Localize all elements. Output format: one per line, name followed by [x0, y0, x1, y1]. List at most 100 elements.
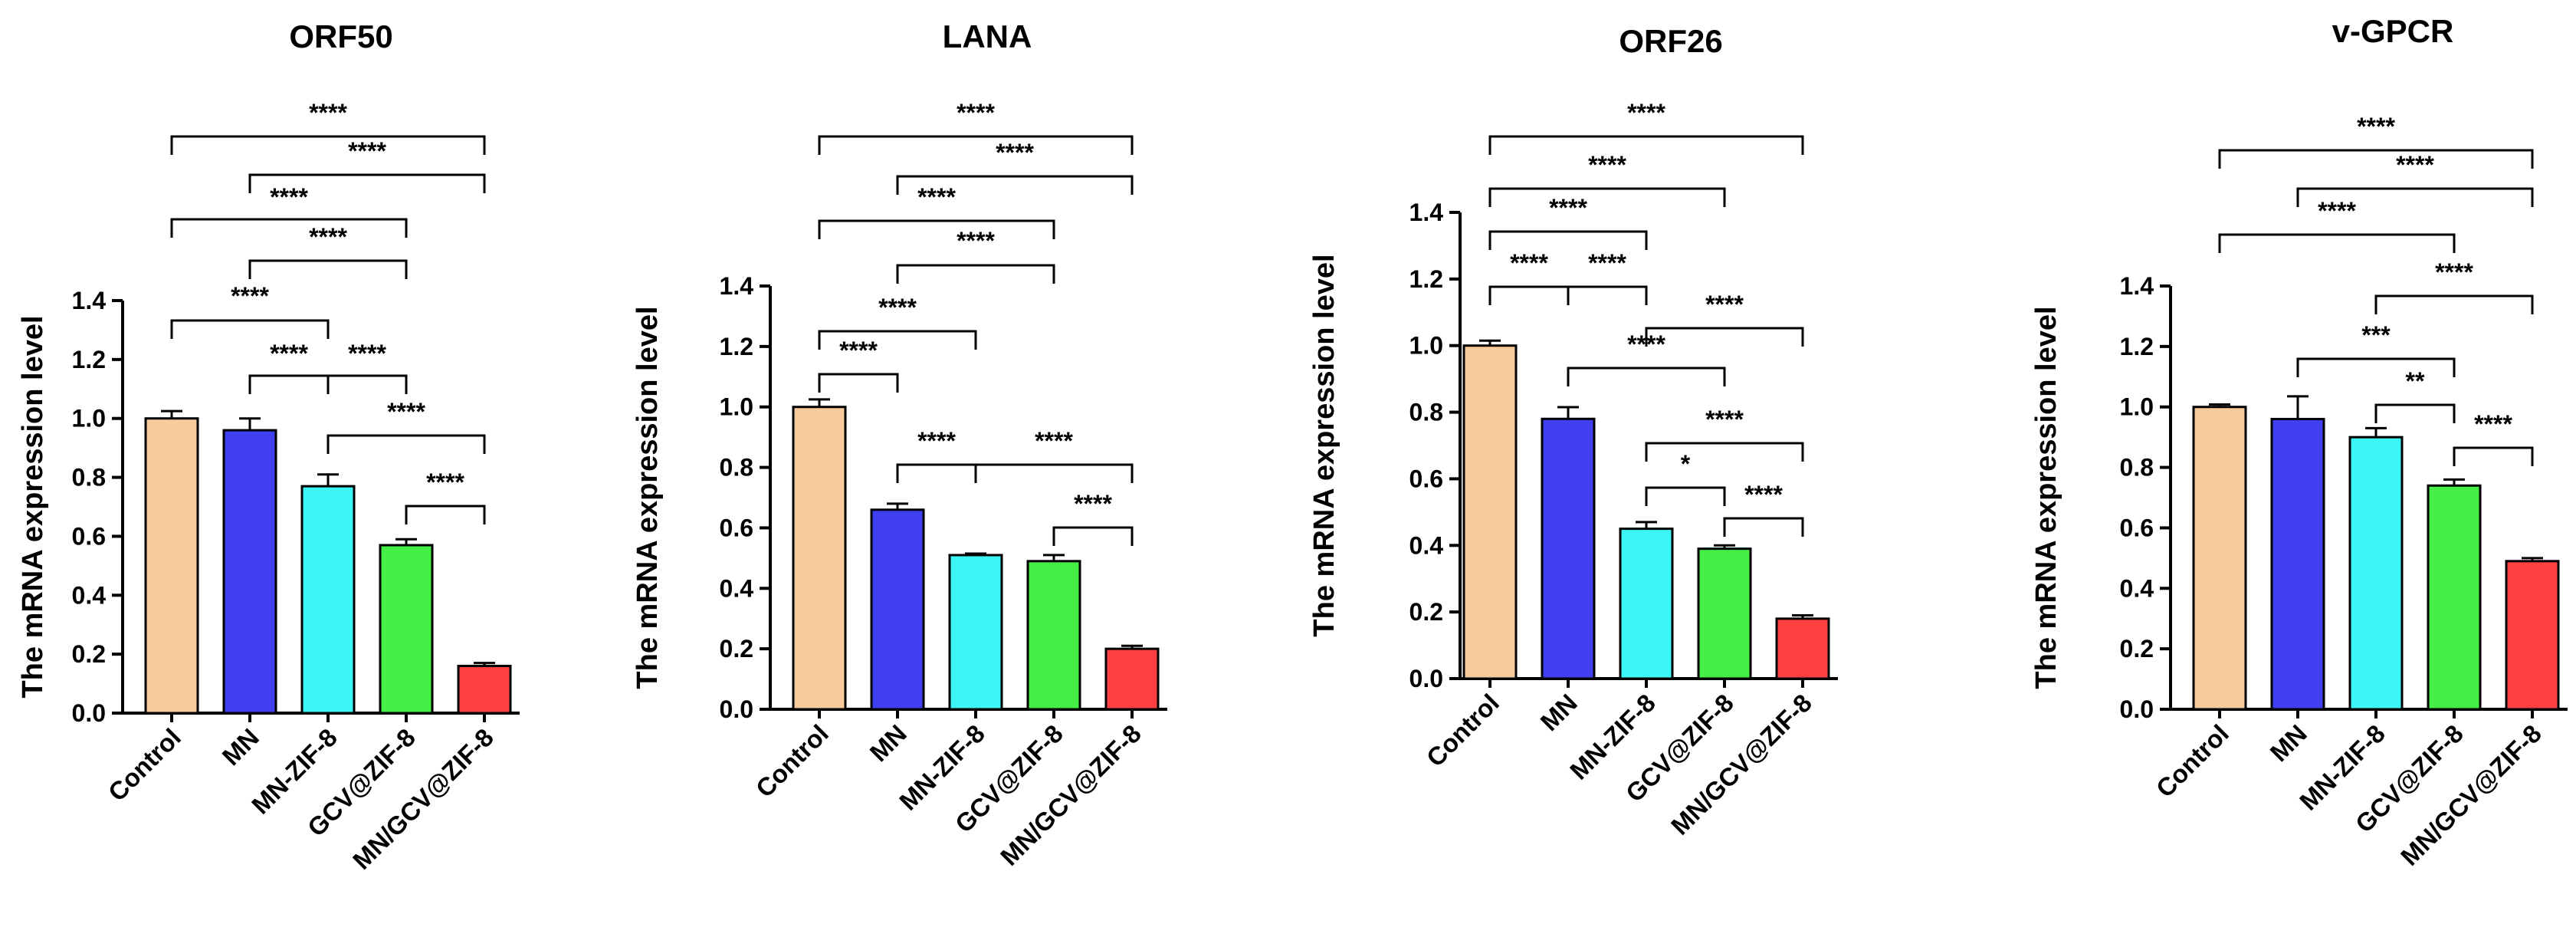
bar-mn-zif-8	[1619, 528, 1674, 680]
bar-control	[792, 406, 847, 711]
y-tick-label: 0.6	[72, 522, 106, 550]
significance-label: ****	[1549, 194, 1587, 222]
significance-bracket	[818, 219, 1055, 239]
chart-title: LANA	[943, 18, 1032, 54]
x-tick-label: MN/GCV@ZIF-8	[347, 723, 499, 875]
significance-bracket	[170, 218, 408, 238]
x-tick-label: MN/GCV@ZIF-8	[995, 719, 1147, 871]
y-tick-label: 0.4	[2120, 574, 2154, 602]
significance-label: ****	[957, 227, 995, 255]
bar-mn-zif-8	[948, 554, 1003, 711]
bar-mn-gcv-zif-8	[457, 665, 512, 715]
significance-bracket	[818, 373, 899, 393]
significance-label: ****	[2435, 258, 2473, 286]
y-tick-label: 0.2	[1409, 598, 1443, 626]
chart-panel-v-gpcr: v-GPCR The mRNA expression level 0.0 0.2 0.4…	[2030, 13, 2568, 871]
significance-label: ****	[1705, 291, 1744, 318]
significance-label: ****	[917, 183, 956, 211]
x-tick-label: MN	[216, 723, 264, 771]
y-tick-label: 1.0	[72, 405, 106, 432]
significance-label: ****	[878, 294, 917, 321]
chart-title: ORF50	[289, 18, 392, 54]
significance-bracket	[1645, 442, 1804, 462]
significance-bracket	[2374, 403, 2456, 423]
y-tick-label: 0.4	[720, 574, 754, 602]
significance-label: ****	[270, 183, 308, 211]
y-tick-label: 0.6	[1409, 465, 1443, 492]
y-tick-label: 1.2	[2120, 333, 2154, 360]
significance-label: ****	[309, 99, 347, 127]
significance-label: ****	[1705, 406, 1744, 433]
y-tick-label: 0.0	[2120, 695, 2154, 723]
significance-bracket	[2453, 446, 2534, 466]
significance-bracket	[1645, 486, 1726, 506]
significance-bracket	[1488, 230, 1648, 250]
bar-gcv-zif-8	[1026, 560, 1081, 711]
y-tick-label: 1.4	[2120, 272, 2154, 300]
bar-gcv-zif-8	[2427, 484, 2482, 711]
significance-label: ****	[348, 340, 386, 367]
x-tick-label: MN	[2264, 719, 2312, 767]
y-tick-label: 0.0	[1409, 665, 1443, 692]
bar-mn-gcv-zif-8	[1775, 617, 1830, 680]
significance-bracket	[327, 374, 408, 394]
y-tick-label: 0.4	[1409, 531, 1444, 559]
significance-bracket	[1567, 285, 1648, 305]
y-axis-label: The mRNA expression level	[2030, 306, 2062, 689]
y-tick-label: 1.2	[72, 346, 106, 373]
significance-label: ****	[270, 340, 308, 367]
significance-bracket	[2296, 357, 2456, 377]
significance-bracket	[248, 173, 486, 193]
bar-control	[2192, 406, 2247, 711]
x-tick-label: MN/GCV@ZIF-8	[1665, 689, 1817, 840]
significance-bracket	[327, 434, 486, 454]
significance-bracket	[818, 135, 1134, 155]
significance-label: ****	[957, 99, 995, 127]
significance-bracket	[1645, 327, 1804, 347]
bar-mn-zif-8	[2348, 436, 2404, 711]
significance-label: ****	[1627, 330, 1665, 358]
y-axis-label: The mRNA expression level	[1308, 254, 1341, 636]
significance-bracket	[896, 175, 1134, 195]
significance-bracket	[170, 135, 486, 155]
y-tick-label: 1.4	[1409, 199, 1444, 226]
significance-label: ****	[1074, 490, 1112, 518]
y-tick-label: 0.8	[720, 454, 753, 482]
chart-title: ORF26	[1619, 23, 1722, 59]
bar-control	[144, 417, 199, 715]
significance-label: ****	[996, 139, 1034, 166]
significance-bracket	[818, 330, 977, 350]
y-tick-label: 1.4	[720, 272, 754, 300]
significance-label: ****	[348, 137, 386, 165]
significance-label: ****	[917, 427, 956, 455]
chart-panel-orf50: ORF50 The mRNA expression level 0.0 0.2 0.4 0…	[17, 18, 520, 875]
y-tick-label: 1.0	[2120, 393, 2154, 421]
significance-bracket	[896, 463, 977, 483]
significance-label: ****	[1035, 427, 1073, 455]
significance-bracket	[896, 264, 1055, 284]
significance-bracket	[1488, 187, 1726, 207]
significance-label: ****	[1744, 481, 1783, 508]
bar-mn	[2270, 417, 2325, 711]
significance-label: ****	[1510, 249, 1548, 277]
y-tick-label: 0.4	[72, 581, 107, 609]
significance-bracket	[2296, 187, 2534, 207]
y-tick-label: 0.8	[2120, 454, 2154, 482]
significance-label: ****	[231, 282, 269, 310]
y-axis-label: The mRNA expression level	[17, 315, 49, 698]
y-tick-label: 0.8	[1409, 399, 1443, 426]
y-tick-label: 1.2	[720, 333, 753, 360]
y-tick-label: 0.8	[72, 464, 106, 492]
bar-gcv-zif-8	[379, 544, 434, 715]
significance-bracket	[2374, 294, 2534, 314]
chart-panel-lana: LANA The mRNA expression level 0.0 0.2 0.4 0.…	[632, 18, 1167, 871]
y-tick-label: 1.0	[720, 393, 753, 421]
significance-label: ****	[1627, 99, 1665, 127]
significance-label: **	[2406, 367, 2425, 395]
x-tick-label: Control	[2151, 719, 2234, 803]
x-tick-label: Control	[750, 719, 834, 803]
significance-bracket	[170, 319, 330, 339]
significance-bracket	[1488, 285, 1570, 305]
y-tick-label: 1.0	[1409, 332, 1443, 360]
y-tick-label: 0.6	[2120, 514, 2154, 541]
